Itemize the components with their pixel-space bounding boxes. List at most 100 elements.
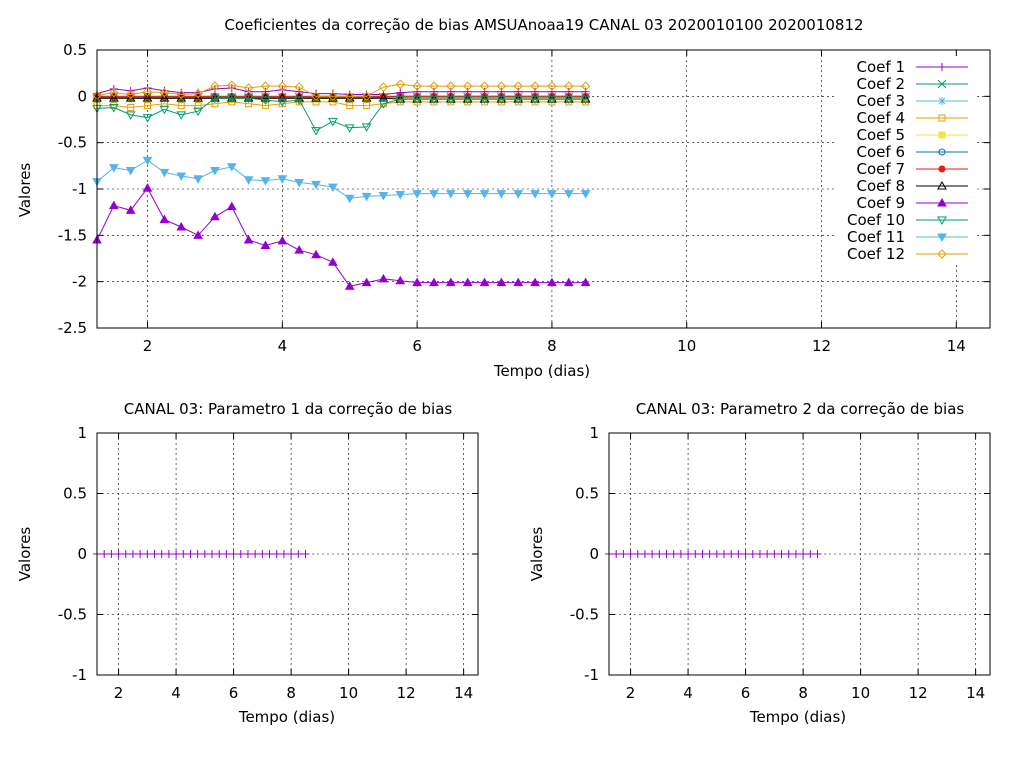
chart-title: CANAL 03: Parametro 1 da correção de bia… bbox=[124, 400, 453, 418]
y-tick-label: -1 bbox=[584, 666, 599, 684]
data-point bbox=[294, 93, 305, 102]
data-point bbox=[547, 190, 557, 199]
data-point bbox=[294, 82, 304, 92]
plot-frame bbox=[96, 49, 991, 329]
legend-entry: Coef 12 bbox=[847, 245, 968, 263]
y-tick-label: -2 bbox=[72, 273, 87, 291]
data-point bbox=[193, 93, 203, 102]
data-point bbox=[179, 550, 188, 558]
x-tick-label: 6 bbox=[412, 337, 422, 355]
data-point bbox=[345, 91, 355, 102]
data-point bbox=[142, 93, 153, 102]
data-point bbox=[125, 89, 136, 100]
data-point bbox=[619, 550, 628, 558]
data-point bbox=[150, 550, 159, 558]
x-tick-label: 12 bbox=[397, 684, 416, 702]
data-point bbox=[378, 191, 389, 201]
data-point bbox=[226, 163, 237, 172]
data-point bbox=[176, 93, 187, 102]
data-point bbox=[294, 245, 305, 254]
data-point bbox=[236, 550, 245, 558]
data-point bbox=[612, 550, 621, 558]
data-point bbox=[799, 550, 808, 558]
y-tick-label: -1 bbox=[72, 666, 87, 684]
data-point bbox=[328, 117, 338, 127]
x-tick-label: 10 bbox=[851, 684, 870, 702]
legend-label: Coef 12 bbox=[847, 245, 905, 263]
legend-background bbox=[836, 56, 976, 264]
data-point bbox=[662, 550, 671, 558]
data-point bbox=[243, 83, 254, 93]
data-point bbox=[227, 80, 237, 90]
data-point bbox=[125, 93, 136, 102]
data-point bbox=[479, 190, 490, 199]
data-point bbox=[226, 201, 237, 211]
legend-entry: Coef 10 bbox=[847, 211, 968, 229]
data-point bbox=[114, 550, 123, 558]
data-point bbox=[626, 550, 635, 558]
data-point bbox=[311, 249, 321, 259]
y-tick-label: 0.5 bbox=[63, 41, 87, 59]
data-point bbox=[655, 550, 664, 558]
data-point bbox=[210, 166, 220, 176]
data-point bbox=[142, 156, 153, 166]
data-point bbox=[100, 550, 109, 558]
series-parametro-2 bbox=[605, 550, 822, 558]
data-point bbox=[311, 91, 321, 102]
data-point bbox=[676, 550, 685, 558]
y-tick-label: 0.5 bbox=[575, 485, 599, 503]
data-point bbox=[210, 211, 220, 221]
data-point bbox=[159, 214, 170, 224]
plot-series bbox=[605, 550, 822, 558]
data-point bbox=[429, 95, 439, 105]
data-point bbox=[243, 94, 254, 104]
x-tick-label: 4 bbox=[683, 684, 693, 702]
data-point bbox=[277, 93, 288, 102]
data-point bbox=[215, 550, 224, 558]
data-point bbox=[395, 95, 406, 105]
data-point bbox=[277, 175, 288, 184]
x-tick-label: 10 bbox=[677, 337, 696, 355]
data-point bbox=[294, 550, 303, 558]
y-tick-label: -2.5 bbox=[58, 319, 87, 337]
data-point bbox=[547, 277, 557, 287]
y-tick-label: -0.5 bbox=[58, 134, 87, 152]
data-point bbox=[260, 96, 271, 106]
data-point bbox=[136, 550, 145, 558]
legend-entry: Coef 8 bbox=[857, 177, 968, 195]
data-point bbox=[563, 277, 574, 287]
x-tick-label: 12 bbox=[812, 337, 831, 355]
data-point bbox=[258, 550, 267, 558]
series-line bbox=[96, 159, 586, 199]
data-point bbox=[395, 79, 405, 89]
data-point bbox=[261, 102, 269, 110]
data-point bbox=[176, 89, 186, 100]
data-point bbox=[479, 81, 490, 91]
data-point bbox=[142, 114, 153, 123]
data-point bbox=[429, 81, 439, 91]
data-point bbox=[177, 102, 185, 110]
data-point bbox=[144, 102, 152, 110]
data-point bbox=[260, 240, 271, 250]
data-point bbox=[813, 550, 822, 558]
legend-entry: Coef 3 bbox=[857, 92, 968, 110]
x-tick-label: 2 bbox=[143, 337, 153, 355]
data-point bbox=[727, 550, 736, 558]
x-tick-label: 12 bbox=[909, 684, 928, 702]
data-point bbox=[125, 205, 136, 214]
data-point bbox=[142, 183, 153, 192]
y-tick-label: 1 bbox=[589, 424, 599, 442]
y-tick-label: 0.5 bbox=[63, 485, 87, 503]
legend-entry: Coef 6 bbox=[857, 143, 968, 161]
data-point bbox=[328, 257, 338, 266]
data-point bbox=[328, 91, 338, 102]
data-point bbox=[580, 190, 591, 199]
data-point bbox=[243, 234, 254, 244]
panel-parametro-2: CANAL 03: Parametro 2 da correção de bia… bbox=[528, 400, 991, 726]
data-point bbox=[777, 550, 786, 558]
data-point bbox=[243, 176, 254, 185]
data-point bbox=[226, 94, 237, 104]
data-point bbox=[580, 95, 591, 105]
data-point bbox=[412, 277, 422, 287]
data-point bbox=[479, 95, 490, 105]
